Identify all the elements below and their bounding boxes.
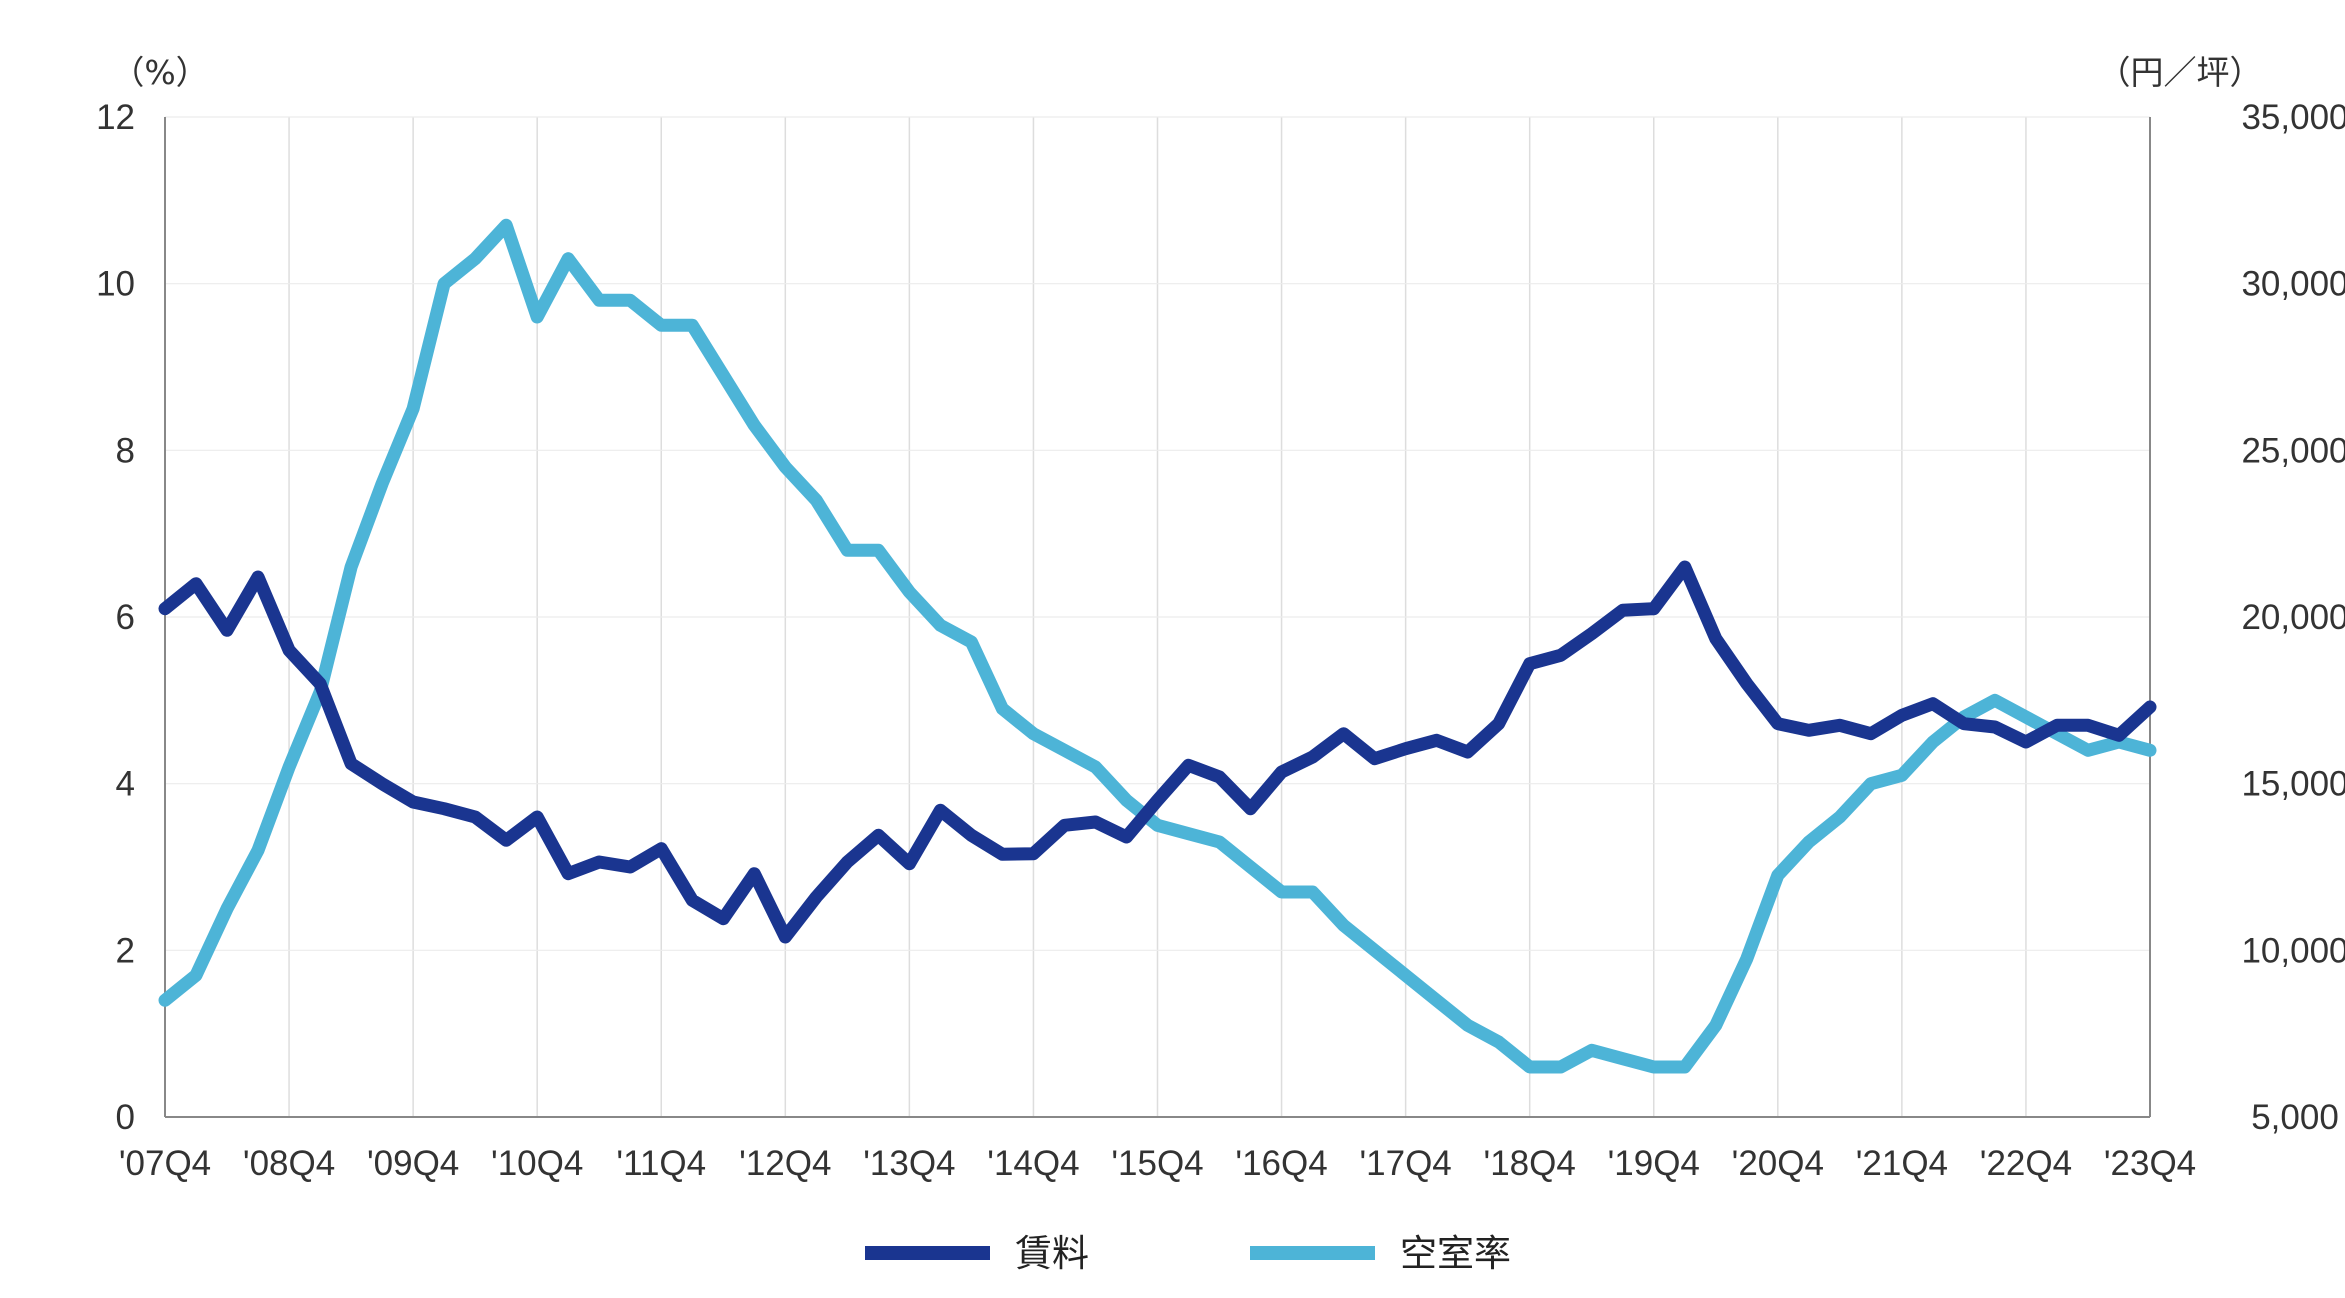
right-tick-label: 25,000 bbox=[2241, 431, 2345, 470]
series-layer bbox=[158, 218, 2157, 1074]
right-tick-label: 5,000 bbox=[2251, 1098, 2339, 1137]
series-line-rent bbox=[158, 560, 2157, 944]
x-tick-label: '17Q4 bbox=[1359, 1144, 1451, 1183]
x-tick-label: '14Q4 bbox=[987, 1144, 1079, 1183]
left-tick-label: 0 bbox=[116, 1098, 135, 1137]
axes bbox=[164, 117, 2151, 1118]
series-line-vacancy bbox=[158, 218, 2157, 1074]
x-tick-label: '09Q4 bbox=[367, 1144, 459, 1183]
x-tick-label: '15Q4 bbox=[1111, 1144, 1203, 1183]
right-axis-unit: （円／坪） bbox=[2098, 53, 2263, 92]
x-tick-label: '23Q4 bbox=[2104, 1144, 2196, 1183]
x-tick-label: '10Q4 bbox=[491, 1144, 583, 1183]
x-tick-label: '12Q4 bbox=[739, 1144, 831, 1183]
x-tick-label: '18Q4 bbox=[1484, 1144, 1576, 1183]
axis-labels: 0 2 4 6 8 10 12 5,000 10,000 15,000 20,000 25,000 30… bbox=[96, 53, 2345, 1183]
left-tick-label: 4 bbox=[116, 765, 135, 804]
left-tick-label: 6 bbox=[116, 598, 135, 637]
x-tick-label: '21Q4 bbox=[1856, 1144, 1948, 1183]
x-tick-label: '11Q4 bbox=[616, 1144, 706, 1183]
right-tick-label: 15,000 bbox=[2241, 765, 2345, 804]
right-tick-label: 20,000 bbox=[2241, 598, 2345, 637]
x-tick-label: '16Q4 bbox=[1235, 1144, 1327, 1183]
left-tick-label: 10 bbox=[96, 265, 135, 304]
x-tick-label: '22Q4 bbox=[1980, 1144, 2072, 1183]
legend: 賃料 空室率 bbox=[865, 1232, 1511, 1275]
x-tick-label: '07Q4 bbox=[119, 1144, 211, 1183]
right-tick-label: 35,000 bbox=[2241, 98, 2345, 137]
x-tick-label: '13Q4 bbox=[863, 1144, 955, 1183]
legend-label-rent: 賃料 bbox=[1015, 1232, 1089, 1275]
right-tick-label: 10,000 bbox=[2241, 931, 2345, 970]
x-tick-label: '19Q4 bbox=[1608, 1144, 1700, 1183]
legend-label-vacancy: 空室率 bbox=[1400, 1232, 1511, 1275]
right-tick-label: 30,000 bbox=[2241, 265, 2345, 304]
left-tick-label: 8 bbox=[116, 431, 135, 470]
x-tick-label: '20Q4 bbox=[1732, 1144, 1824, 1183]
left-tick-label: 12 bbox=[96, 98, 135, 137]
left-axis-unit: （%） bbox=[111, 53, 208, 92]
x-tick-label: '08Q4 bbox=[243, 1144, 335, 1183]
left-tick-label: 2 bbox=[116, 931, 135, 970]
